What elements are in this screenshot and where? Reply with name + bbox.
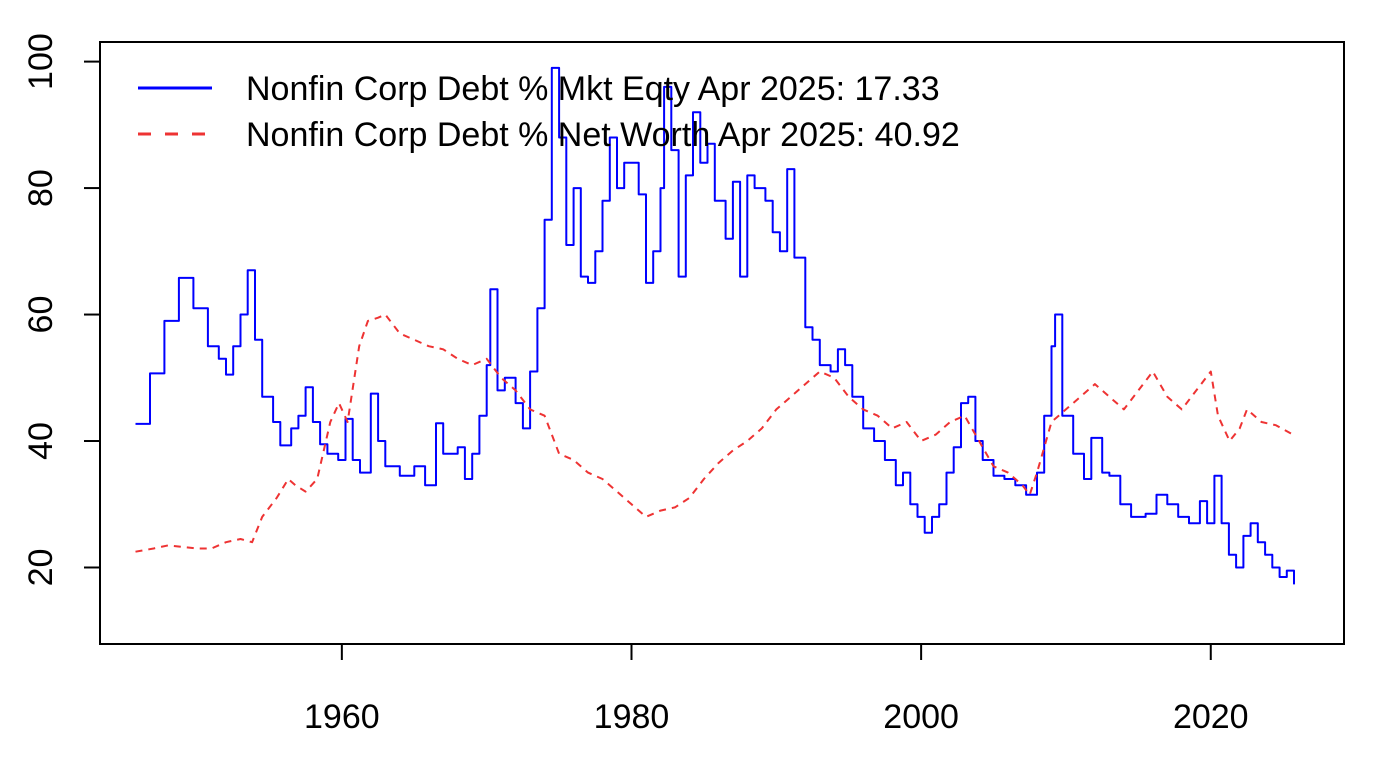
x-tick-label-1960: 1960 [304,698,380,736]
y-tick-label-20: 20 [22,549,60,587]
y-tick-label-100: 100 [22,33,60,90]
plot-area-frame [99,41,1345,645]
x-axis: 1960 1980 2000 2020 [304,644,1249,736]
legend-label-net-worth: Nonfin Corp Debt % Net Worth Apr 2025: 4… [246,116,960,154]
y-tick-label-60: 60 [22,296,60,334]
series-line-0 [135,66,1295,585]
legend: Nonfin Corp Debt % Mkt Eqty Apr 2025: 17… [138,70,960,154]
x-tick-label-2020: 2020 [1173,698,1249,736]
x-tick-label-2000: 2000 [883,698,959,736]
series-layer [135,66,1295,585]
x-tick-label-1980: 1980 [594,698,670,736]
y-axis: 20 40 60 80 100 [22,33,100,586]
y-tick-label-40: 40 [22,422,60,460]
legend-label-mkt-eqty: Nonfin Corp Debt % Mkt Eqty Apr 2025: 17… [246,70,940,108]
series-line-1 [135,313,1295,553]
y-tick-label-80: 80 [22,169,60,207]
